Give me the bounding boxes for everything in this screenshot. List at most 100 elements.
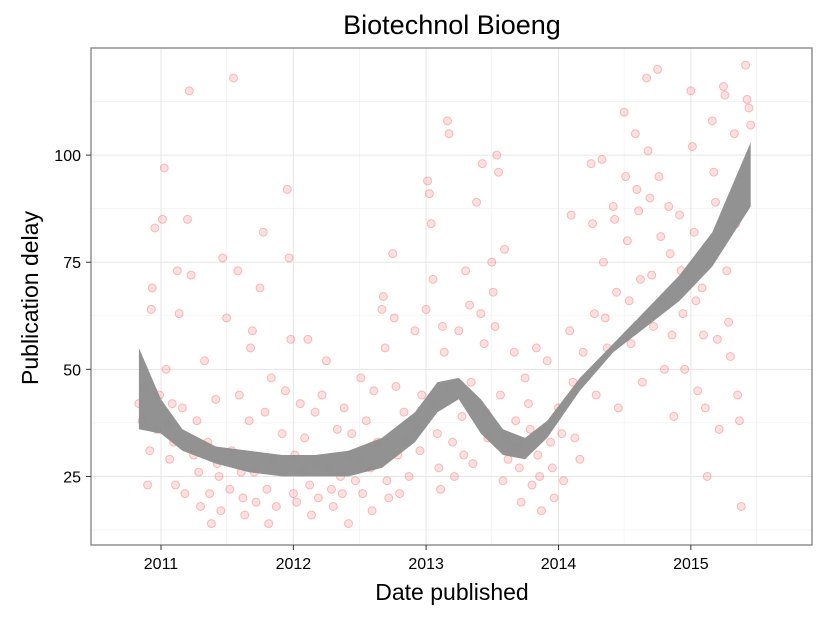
data-point	[691, 296, 701, 306]
data-point	[466, 377, 476, 387]
data-point	[271, 501, 281, 511]
data-point	[589, 309, 599, 319]
data-point	[307, 510, 317, 520]
data-point	[251, 497, 261, 507]
data-point	[712, 334, 722, 344]
data-point	[720, 90, 730, 100]
data-point	[284, 253, 294, 263]
data-point	[514, 463, 524, 473]
data-point	[180, 489, 190, 499]
data-point	[367, 506, 377, 516]
data-point	[194, 467, 204, 477]
data-point	[509, 347, 519, 357]
x-tick-label: 2014	[541, 556, 577, 573]
data-point	[200, 356, 210, 366]
y-tick-label: 100	[54, 148, 81, 165]
data-point	[624, 296, 634, 306]
data-point	[332, 424, 342, 434]
data-point	[384, 493, 394, 503]
x-tick-label: 2013	[408, 556, 444, 573]
data-point	[549, 493, 559, 503]
x-tick-label: 2015	[673, 556, 709, 573]
data-point	[439, 347, 449, 357]
data-point	[559, 476, 569, 486]
data-point	[165, 454, 175, 464]
data-point	[356, 373, 366, 383]
data-point	[565, 326, 575, 336]
data-point	[415, 446, 425, 456]
data-point	[448, 437, 458, 447]
data-point	[426, 219, 436, 229]
data-point	[492, 150, 502, 160]
data-point	[722, 266, 732, 276]
data-point	[184, 86, 194, 96]
data-point	[542, 356, 552, 366]
data-point	[404, 471, 414, 481]
data-point	[260, 407, 270, 417]
data-point	[391, 381, 401, 391]
data-point	[654, 172, 664, 182]
data-point	[613, 403, 623, 413]
data-point	[630, 129, 640, 139]
data-point	[216, 506, 226, 516]
plot-panel: 2011 2012 2013 2014 2015 25 50 75 100	[54, 47, 813, 573]
data-point	[459, 450, 469, 460]
data-point	[225, 484, 235, 494]
data-point	[637, 377, 647, 387]
data-point	[632, 184, 642, 194]
data-point	[218, 253, 228, 263]
data-point	[490, 321, 500, 331]
data-point	[255, 283, 265, 293]
data-point	[171, 480, 181, 490]
data-point	[525, 424, 535, 434]
data-point	[699, 330, 709, 340]
data-point	[586, 159, 596, 169]
data-point	[238, 493, 248, 503]
data-point	[361, 416, 371, 426]
data-point	[246, 343, 256, 353]
data-point	[444, 129, 454, 139]
data-point	[437, 321, 447, 331]
data-point	[664, 202, 674, 212]
data-point	[700, 403, 710, 413]
y-axis-title: Publication delay	[17, 211, 43, 385]
data-point	[635, 274, 645, 284]
data-point	[535, 471, 545, 481]
data-point	[711, 197, 721, 207]
data-point	[211, 394, 221, 404]
data-point	[714, 424, 724, 434]
data-point	[686, 86, 696, 96]
data-point	[247, 326, 257, 336]
data-point	[725, 351, 735, 361]
data-point	[264, 519, 274, 529]
data-point	[520, 373, 530, 383]
data-point	[709, 167, 719, 177]
data-point	[454, 326, 464, 336]
data-point	[645, 193, 655, 203]
data-point	[167, 399, 177, 409]
data-point	[347, 429, 357, 439]
data-point	[634, 206, 644, 216]
data-point	[746, 120, 756, 130]
data-point	[622, 236, 632, 246]
data-point	[736, 501, 746, 511]
data-point	[612, 287, 622, 297]
data-point	[147, 283, 157, 293]
data-point	[511, 416, 521, 426]
data-point	[516, 497, 526, 507]
data-point	[495, 390, 505, 400]
data-point	[417, 390, 427, 400]
data-point	[410, 326, 420, 336]
data-point	[547, 463, 557, 473]
data-point	[729, 129, 739, 139]
data-point	[262, 484, 272, 494]
data-point	[186, 270, 196, 280]
data-point	[669, 411, 679, 421]
data-point	[432, 429, 442, 439]
data-point	[313, 493, 323, 503]
data-point	[350, 476, 360, 486]
data-point	[282, 184, 292, 194]
data-point	[621, 172, 631, 182]
data-point	[687, 142, 697, 152]
x-tick-label: 2012	[276, 556, 312, 573]
